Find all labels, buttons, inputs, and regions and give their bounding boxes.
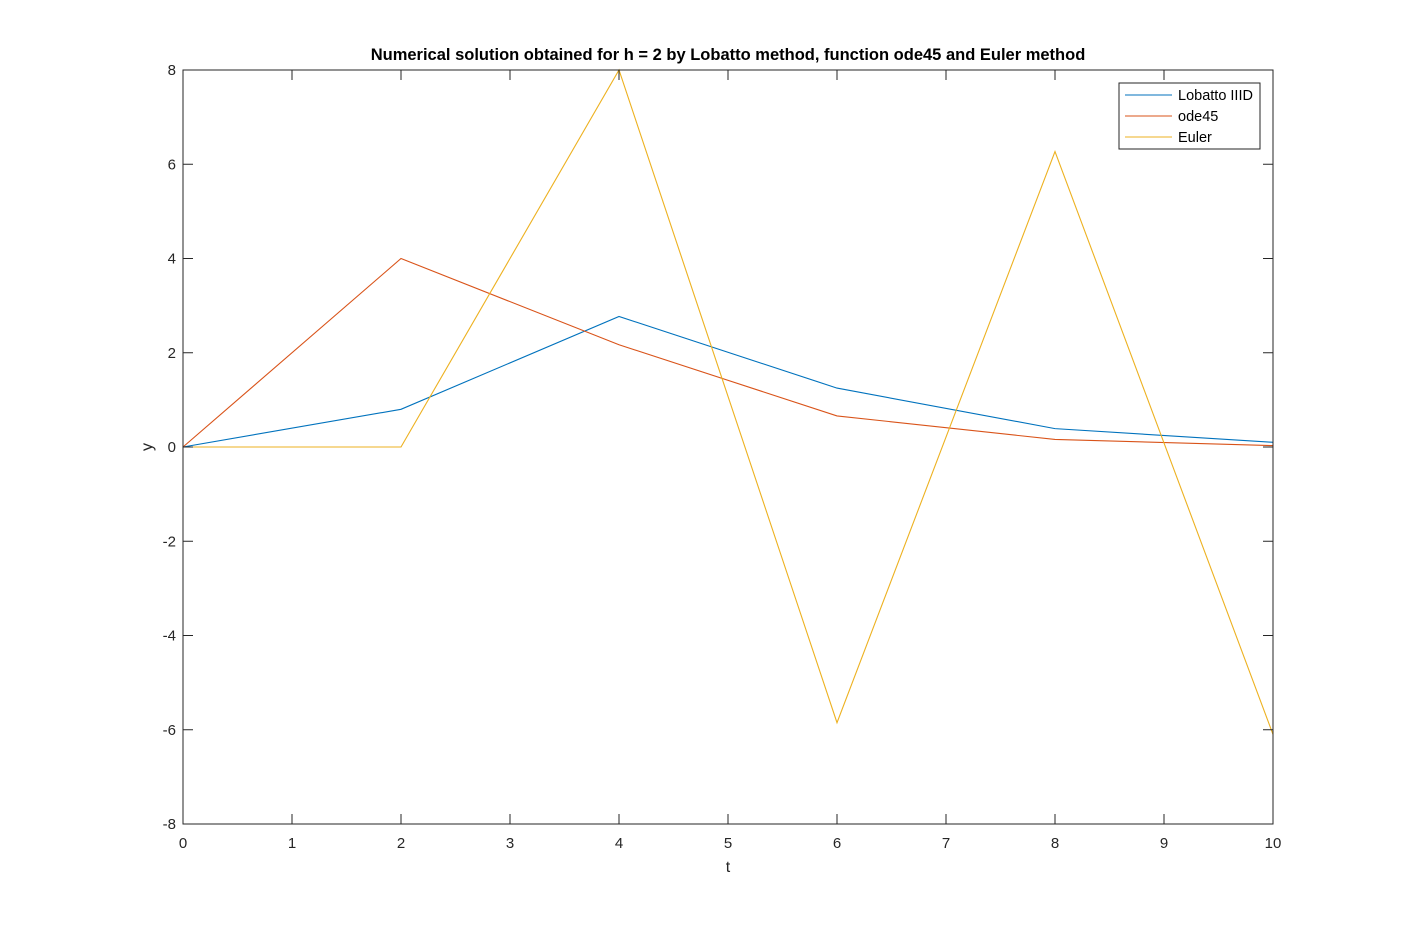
x-tick-label: 2 xyxy=(397,835,405,852)
legend-item[interactable]: Euler xyxy=(1125,130,1212,146)
y-tick-label: 2 xyxy=(168,345,176,362)
x-tick-label: 4 xyxy=(615,835,623,852)
legend-item[interactable]: ode45 xyxy=(1125,109,1218,125)
y-tick-label: -2 xyxy=(163,533,176,550)
x-tick-label: 0 xyxy=(179,835,187,852)
chart-title: Numerical solution obtained for h = 2 by… xyxy=(371,46,1086,64)
y-tick-label: -6 xyxy=(163,722,176,739)
series-line-euler xyxy=(183,68,1274,735)
x-tick-label: 5 xyxy=(724,835,732,852)
x-tick-label: 3 xyxy=(506,835,514,852)
x-axis-ticks: 0 1 2 3 4 5 6 7 8 9 10 xyxy=(179,70,1282,852)
legend-label: Euler xyxy=(1178,130,1212,146)
y-axis-label: y xyxy=(139,443,156,451)
legend-label: Lobatto IIID xyxy=(1178,88,1253,104)
x-tick-label: 1 xyxy=(288,835,296,852)
y-tick-label: -8 xyxy=(163,816,176,833)
x-tick-label: 9 xyxy=(1160,835,1168,852)
y-tick-label: 6 xyxy=(168,156,176,173)
series-layer xyxy=(182,68,1274,735)
y-tick-label: -4 xyxy=(163,628,176,645)
x-tick-label: 8 xyxy=(1051,835,1059,852)
legend[interactable]: Lobatto IIID ode45 Euler xyxy=(1118,82,1261,150)
y-tick-label: 4 xyxy=(168,251,176,268)
legend-label: ode45 xyxy=(1178,109,1218,125)
x-tick-label: 6 xyxy=(833,835,841,852)
x-tick-label: 7 xyxy=(942,835,950,852)
y-tick-label: 8 xyxy=(168,62,176,79)
y-axis-ticks: -8 -6 -4 -2 0 2 4 6 8 xyxy=(163,62,1273,833)
series-line-ode45 xyxy=(182,257,1274,448)
x-tick-label: 10 xyxy=(1265,835,1282,852)
y-tick-label: 0 xyxy=(168,439,176,456)
legend-item[interactable]: Lobatto IIID xyxy=(1125,88,1253,104)
series-line-lobatto-iiid xyxy=(182,315,1274,448)
x-axis-label: t xyxy=(726,859,731,876)
